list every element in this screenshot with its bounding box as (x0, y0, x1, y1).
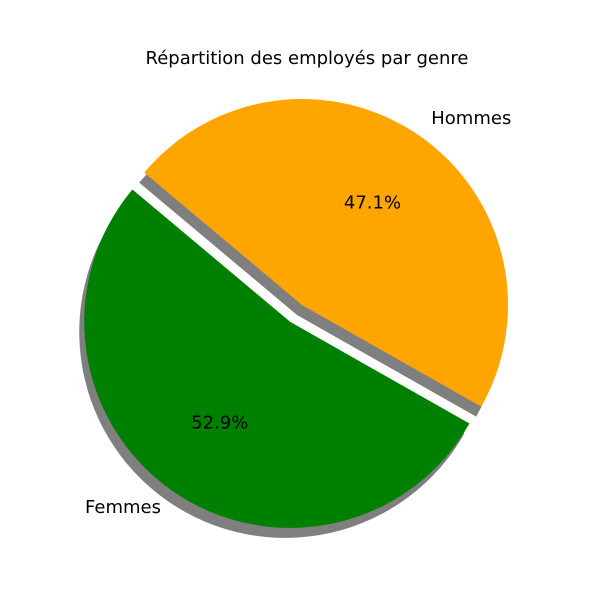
chart-title: Répartition des employés par genre (146, 48, 469, 69)
category-label-hommes: Hommes (431, 108, 511, 129)
slice-hommes (144, 99, 509, 407)
percent-label-hommes: 47.1% (344, 192, 401, 213)
slice-femmes (84, 189, 470, 528)
category-label-femmes: Femmes (85, 497, 161, 518)
pie-slices (84, 99, 509, 528)
percent-label-femmes: 52.9% (191, 412, 248, 433)
pie-labels: 52.9% Femmes 47.1% Hommes (85, 108, 511, 518)
